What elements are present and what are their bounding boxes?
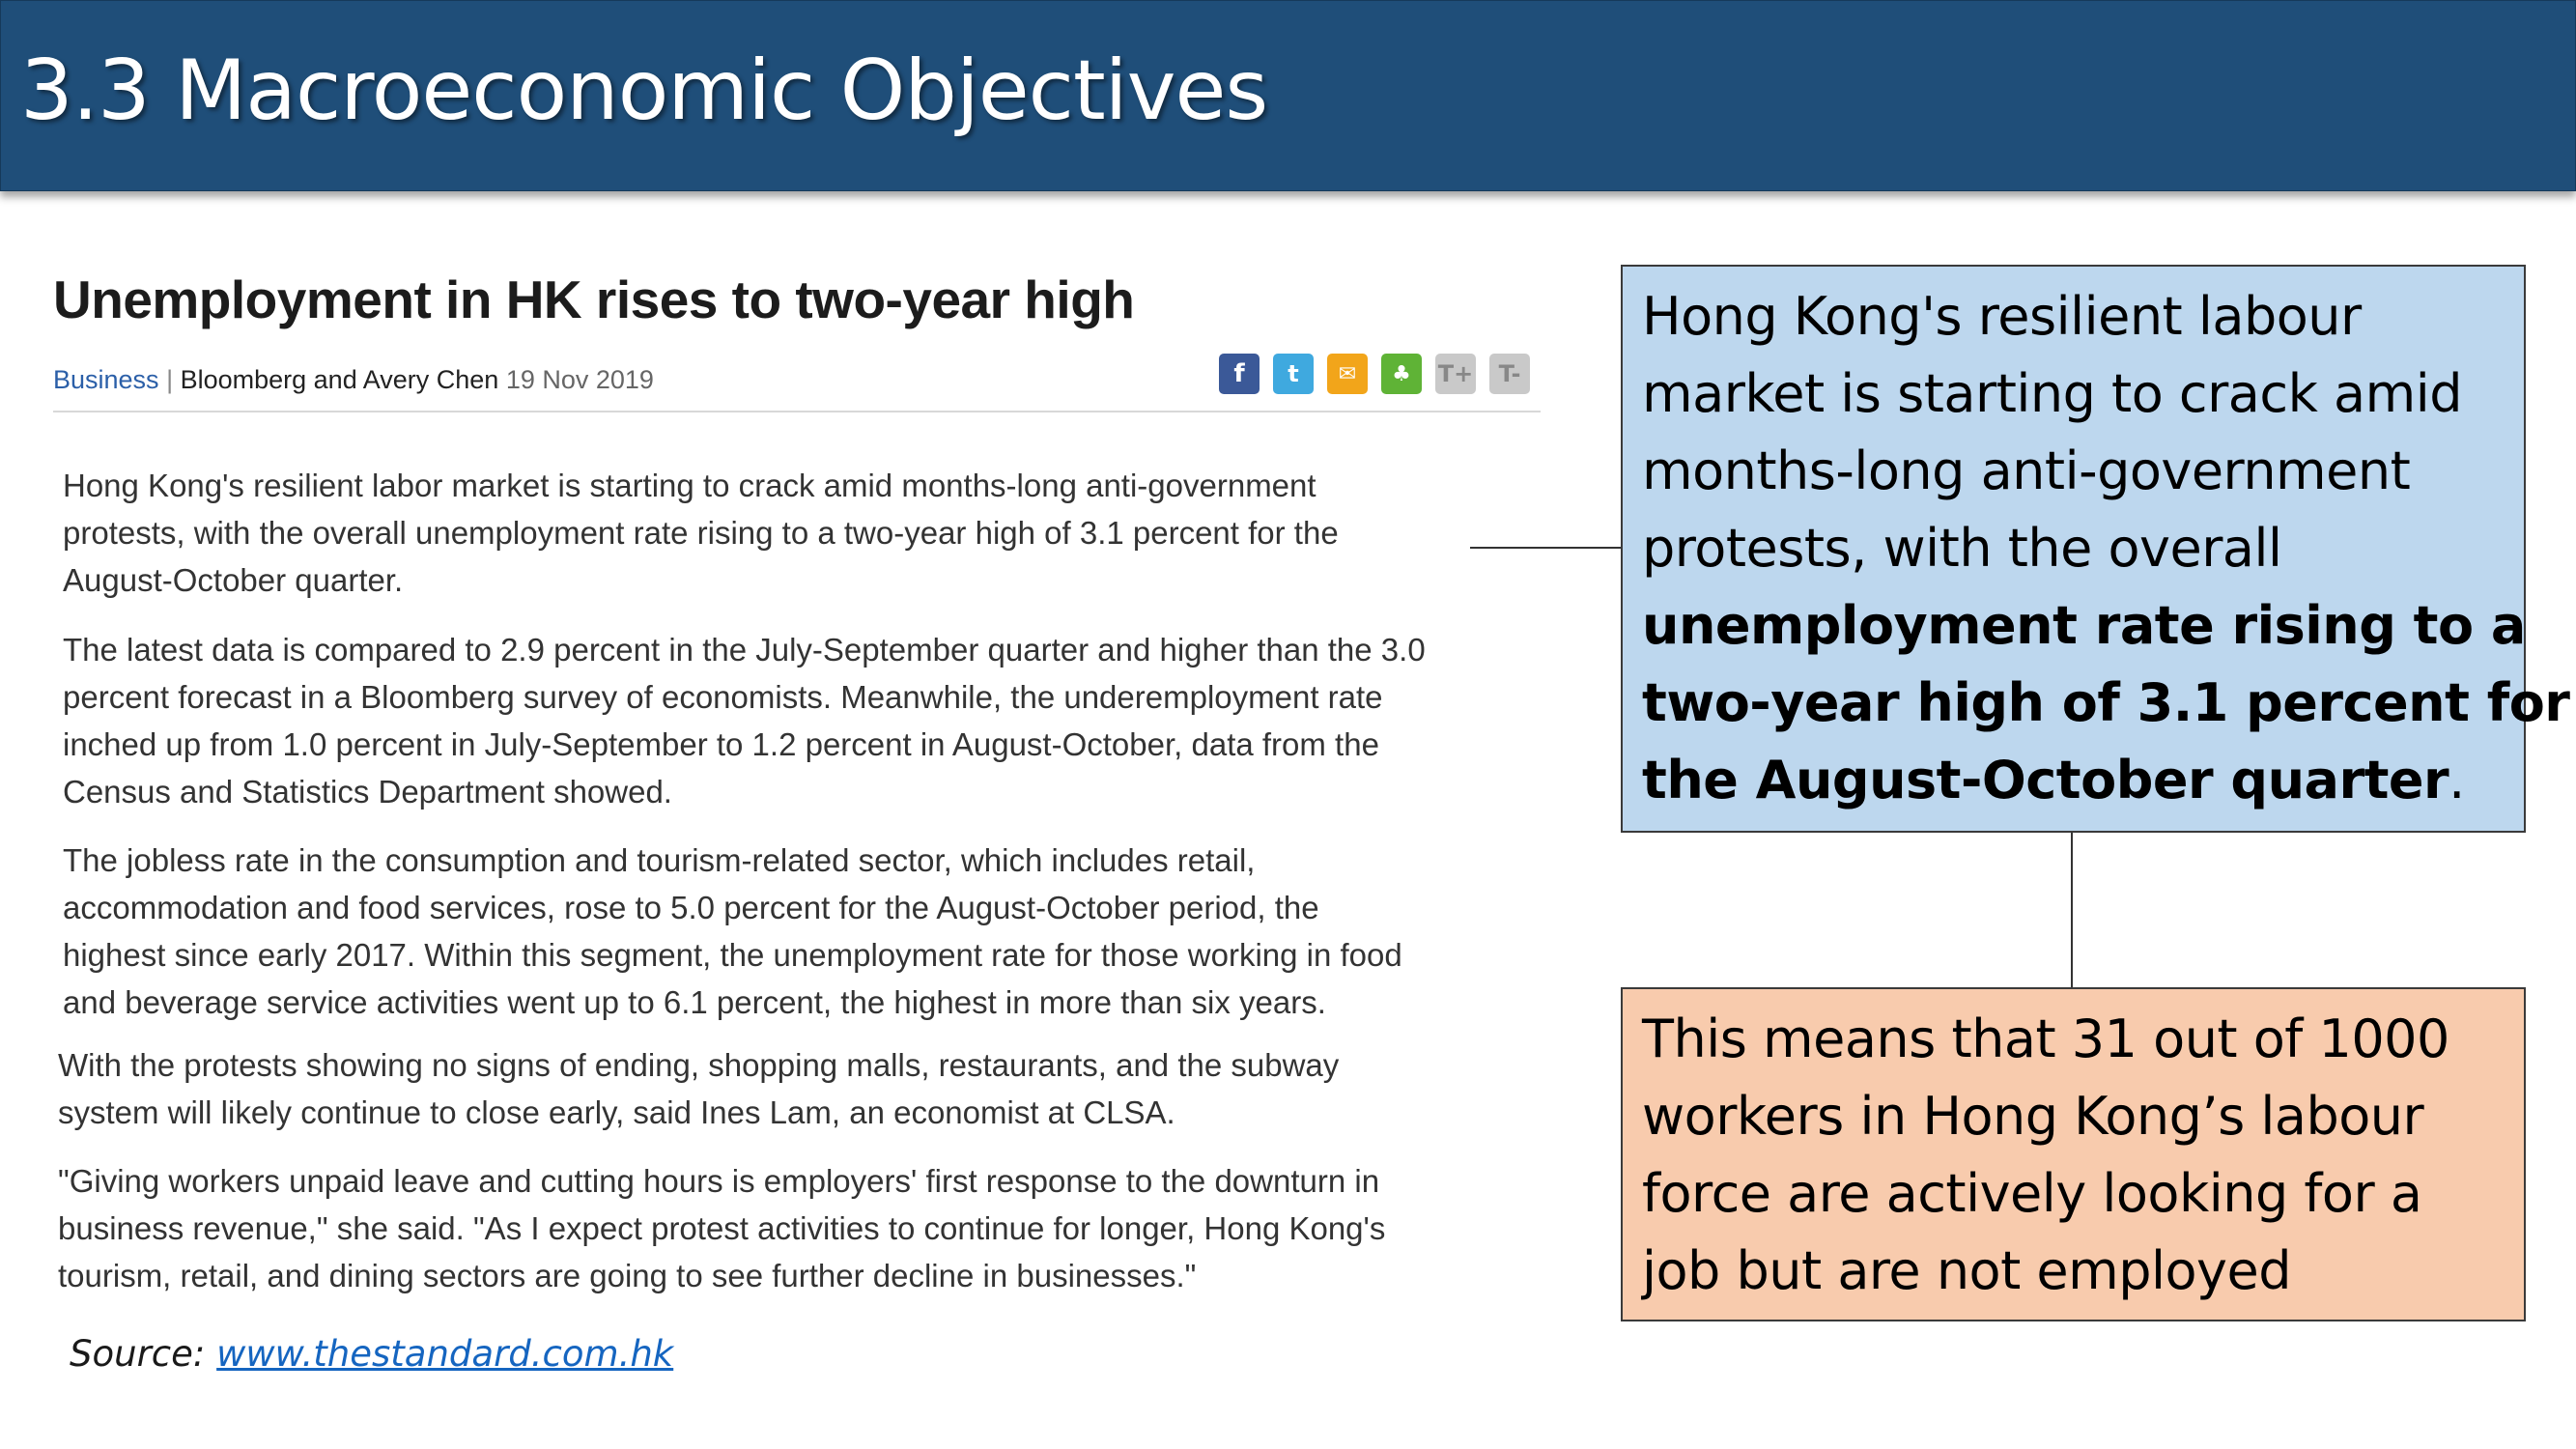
paragraph-line: The latest data is compared to 2.9 perce…: [63, 632, 1426, 668]
source-citation: Source: www.thestandard.com.hk: [70, 1333, 673, 1375]
wechat-icon[interactable]: ♣: [1381, 354, 1422, 394]
source-label: Source:: [70, 1333, 217, 1375]
byline-authors: Bloomberg and Avery Chen: [180, 365, 499, 394]
connector-line-horizontal: [1470, 547, 1621, 549]
article-divider: [53, 411, 1541, 412]
paragraph-line: inched up from 1.0 percent in July-Septe…: [63, 726, 1379, 762]
article-headline: Unemployment in HK rises to two-year hig…: [53, 270, 1135, 329]
article-byline: Business | Bloomberg and Avery Chen 19 N…: [53, 365, 654, 395]
paragraph-line: Census and Statistics Department showed.: [63, 774, 672, 810]
callout-line-bold: the August-October quarter.: [1642, 742, 2524, 819]
paragraph-line: business revenue," she said. "As I expec…: [58, 1210, 1386, 1246]
article-paragraph-5: "Giving workers unpaid leave and cutting…: [58, 1157, 1565, 1299]
article-paragraph-1: Hong Kong's resilient labor market is st…: [63, 462, 1570, 604]
callout-line: workers in Hong Kong’s labour: [1642, 1086, 2424, 1147]
callout-line: This means that 31 out of 1000: [1642, 1009, 2449, 1069]
twitter-icon[interactable]: t: [1273, 354, 1314, 394]
callout-line: months-long anti-government: [1642, 440, 2411, 501]
summary-callout-box: Hong Kong's resilient labour market is s…: [1621, 265, 2570, 833]
paragraph-line: system will likely continue to close ear…: [58, 1094, 1175, 1130]
callout-bold-text: two-year high of 3.1 percent for: [1642, 672, 2570, 733]
paragraph-line: August-October quarter.: [63, 562, 404, 598]
news-article: Unemployment in HK rises to two-year hig…: [53, 261, 1545, 1304]
callout-bold-text: the August-October quarter: [1642, 750, 2449, 810]
slide-title: 3.3 Macroeconomic Objectives: [20, 43, 1268, 139]
article-paragraph-3: The jobless rate in the consumption and …: [63, 837, 1570, 1026]
article-paragraph-2: The latest data is compared to 2.9 perce…: [63, 626, 1570, 815]
byline-date: 19 Nov 2019: [505, 365, 654, 394]
callout-line: job but are not employed: [1642, 1240, 2292, 1301]
paragraph-line: and beverage service activities went up …: [63, 984, 1326, 1020]
callout-bold-text: unemployment rate rising to a: [1642, 595, 2526, 656]
paragraph-line: The jobless rate in the consumption and …: [63, 842, 1256, 878]
callout-trailing-period: .: [2449, 750, 2465, 810]
slide-title-bar: 3.3 Macroeconomic Objectives: [0, 0, 2576, 191]
paragraph-line: Hong Kong's resilient labor market is st…: [63, 468, 1316, 503]
facebook-icon[interactable]: f: [1219, 354, 1260, 394]
paragraph-line: protests, with the overall unemployment …: [63, 515, 1339, 551]
article-paragraph-4: With the protests showing no signs of en…: [58, 1041, 1565, 1136]
share-toolbar: f t ✉ ♣ T+ T-: [1219, 354, 1530, 394]
paragraph-line: accommodation and food services, rose to…: [63, 890, 1319, 925]
callout-line: Hong Kong's resilient labour: [1642, 286, 2362, 347]
callout-line-bold: unemployment rate rising to a: [1642, 587, 2526, 665]
paragraph-line: "Giving workers unpaid leave and cutting…: [58, 1163, 1380, 1199]
byline-separator: |: [158, 365, 181, 394]
email-icon[interactable]: ✉: [1327, 354, 1368, 394]
connector-line-vertical: [2071, 833, 2073, 987]
text-larger-icon[interactable]: T+: [1435, 354, 1476, 394]
text-smaller-icon[interactable]: T-: [1489, 354, 1530, 394]
source-link[interactable]: www.thestandard.com.hk: [216, 1333, 674, 1375]
callout-line: force are actively looking for a: [1642, 1163, 2422, 1224]
callout-line-bold: two-year high of 3.1 percent for: [1642, 665, 2570, 742]
callout-line: protests, with the overall: [1642, 518, 2282, 579]
callout-line: market is starting to crack amid: [1642, 363, 2463, 424]
paragraph-line: tourism, retail, and dining sectors are …: [58, 1258, 1197, 1293]
paragraph-line: With the protests showing no signs of en…: [58, 1047, 1340, 1083]
byline-section-link[interactable]: Business: [53, 365, 159, 394]
explanation-callout-box: This means that 31 out of 1000 workers i…: [1621, 987, 2526, 1321]
paragraph-line: highest since early 2017. Within this se…: [63, 937, 1402, 973]
paragraph-line: percent forecast in a Bloomberg survey o…: [63, 679, 1383, 715]
